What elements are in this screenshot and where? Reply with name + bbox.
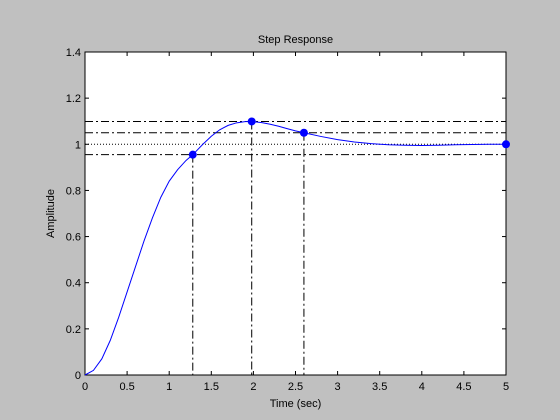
y-tick-label: 0.8 (66, 185, 81, 197)
marker-rise-time[interactable] (188, 150, 197, 159)
y-tick-label: 0.6 (66, 232, 81, 244)
x-tick-label: 0 (82, 381, 88, 393)
axes-background (84, 51, 507, 376)
x-tick-label: 3 (335, 381, 341, 393)
x-tick-label: 0.5 (119, 381, 134, 393)
y-tick-label: 1.2 (66, 93, 81, 105)
step-response-line (84, 120, 506, 376)
x-axis-label: Time (sec) (270, 398, 322, 410)
x-tick-label: 1.5 (204, 381, 219, 393)
x-tick-label: 1 (166, 381, 172, 393)
characteristic-markers (188, 117, 510, 159)
chart-title: Step Response (258, 34, 333, 46)
y-tick-label: 0.4 (66, 278, 81, 290)
y-axis-label: Amplitude (45, 189, 57, 238)
marker-settling-time[interactable] (299, 128, 308, 137)
axis-ticks: 0 0.5 1 1.5 2 2.5 3 3.5 4 4.5 5 0 0.2 0.4 0.6 0.8 1 1.2 1.… (66, 47, 509, 393)
y-tick-label: 0 (75, 370, 81, 382)
x-tick-label: 2 (250, 381, 256, 393)
marker-peak[interactable] (247, 117, 256, 126)
x-tick-label: 2.5 (288, 381, 303, 393)
plot-series (84, 120, 506, 376)
y-tick-label: 1.4 (66, 47, 81, 59)
reference-lines (85, 120, 506, 375)
y-tick-label: 0.2 (66, 324, 81, 336)
marker-steady-state[interactable] (502, 140, 510, 149)
x-tick-label: 3.5 (372, 381, 387, 393)
x-tick-label: 4.5 (456, 381, 471, 393)
x-tick-label: 4 (419, 381, 425, 393)
y-tick-label: 1 (75, 139, 81, 151)
x-tick-label: 5 (503, 381, 509, 393)
